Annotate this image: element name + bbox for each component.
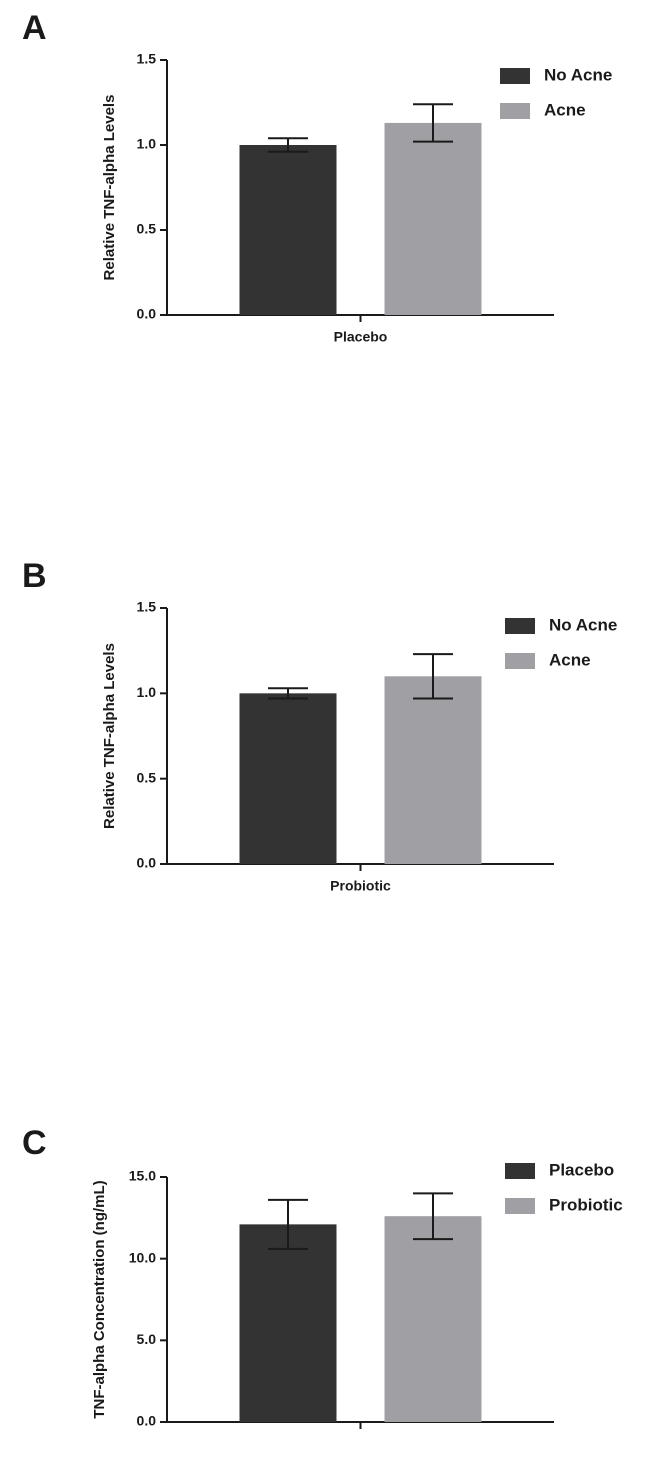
y-tick-label: 0.5 [137,769,157,785]
y-axis-title: Relative TNF-alpha Levels [101,95,118,281]
y-tick-label: 1.5 [137,599,157,615]
legend-swatch [505,618,535,634]
error-bar [268,1198,308,1250]
legend-label: No Acne [544,65,612,84]
legend-label: Placebo [549,1160,614,1179]
legend-swatch [505,653,535,669]
bar [384,122,482,316]
error-bar [413,653,453,700]
bar [384,676,482,864]
error-bar [268,137,308,153]
y-tick-label: 5.0 [137,1331,157,1347]
panel-label: A [22,9,47,47]
panel-label: B [22,557,47,595]
error-bar [413,1192,453,1241]
y-tick-label: 0.0 [137,306,157,322]
legend-label: Probiotic [549,1195,623,1214]
y-tick-label: 1.5 [137,51,157,67]
legend-swatch [505,1198,535,1214]
legend-swatch [500,103,530,119]
bar [239,693,337,864]
y-tick-label: 1.0 [137,684,157,700]
y-tick-label: 10.0 [129,1249,156,1265]
y-tick-label: 0.0 [137,1413,157,1429]
legend-label: No Acne [549,615,617,634]
panel-label: C [22,1124,47,1162]
legend-swatch [500,68,530,84]
x-tick-label: Placebo [334,329,388,345]
legend-label: Acne [549,650,591,669]
y-tick-label: 15.0 [129,1168,156,1184]
y-tick-label: 0.0 [137,855,157,871]
error-bar [268,687,308,700]
y-axis-title: TNF-alpha Concentration (ng/mL) [91,1180,108,1418]
x-tick-label: Probiotic [330,878,391,894]
bar [384,1216,482,1422]
legend-swatch [505,1163,535,1179]
y-tick-label: 1.0 [137,136,157,152]
error-bar [413,103,453,143]
bar [239,1224,337,1422]
y-tick-label: 0.5 [137,221,157,237]
y-axis-title: Relative TNF-alpha Levels [101,643,118,829]
bar [239,145,337,315]
legend-label: Acne [544,100,586,119]
